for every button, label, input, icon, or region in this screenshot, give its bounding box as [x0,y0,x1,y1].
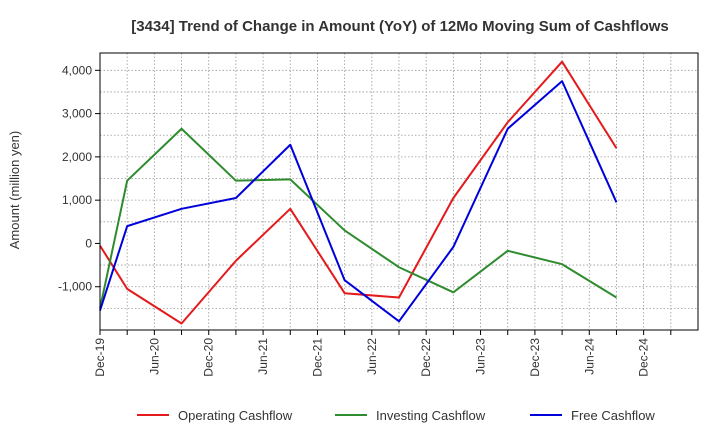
y-tick-label: 1,000 [62,193,92,207]
x-tick-label: Jun-23 [474,338,488,375]
legend-label-free-cashflow: Free Cashflow [571,408,655,423]
y-tick-label: -1,000 [58,280,92,294]
grid [100,53,698,330]
plot-frame [99,52,699,331]
series-line-free-cashflow [99,80,618,323]
x-tick-label: Jun-24 [582,338,596,375]
y-axis: -1,000 0 1,000 2,000 3,000 4,000 [58,63,100,294]
y-axis-label: Amount (million yen) [7,131,22,250]
x-tick-label: Dec-19 [93,338,107,377]
x-tick-label: Jun-20 [147,338,161,375]
series-group [99,60,618,325]
x-tick-label: Dec-23 [528,338,542,377]
chart-title: [3434] Trend of Change in Amount (YoY) o… [131,18,669,35]
y-tick-label: 0 [85,236,92,250]
x-tick-label: Dec-24 [637,338,651,377]
x-tick-label: Dec-22 [419,338,433,377]
x-tick-label: Jun-21 [256,338,270,375]
x-tick-label: Jun-22 [365,338,379,375]
y-tick-label: 2,000 [62,150,92,164]
legend-label-investing-cashflow: Investing Cashflow [376,408,486,423]
legend-label-operating-cashflow: Operating Cashflow [178,408,293,423]
x-axis: Dec-19 Jun-20 Dec-20 Jun-21 Dec-21 Jun-22 Dec-… [93,330,672,377]
y-tick-label: 3,000 [62,107,92,121]
series-line-operating-cashflow [99,60,618,325]
series-line-investing-cashflow [99,127,617,309]
x-tick-label: Dec-20 [202,338,216,377]
x-tick-label: Dec-21 [310,338,324,377]
y-tick-label: 4,000 [62,63,92,77]
legend: Operating Cashflow Investing Cashflow Free… [137,408,655,423]
